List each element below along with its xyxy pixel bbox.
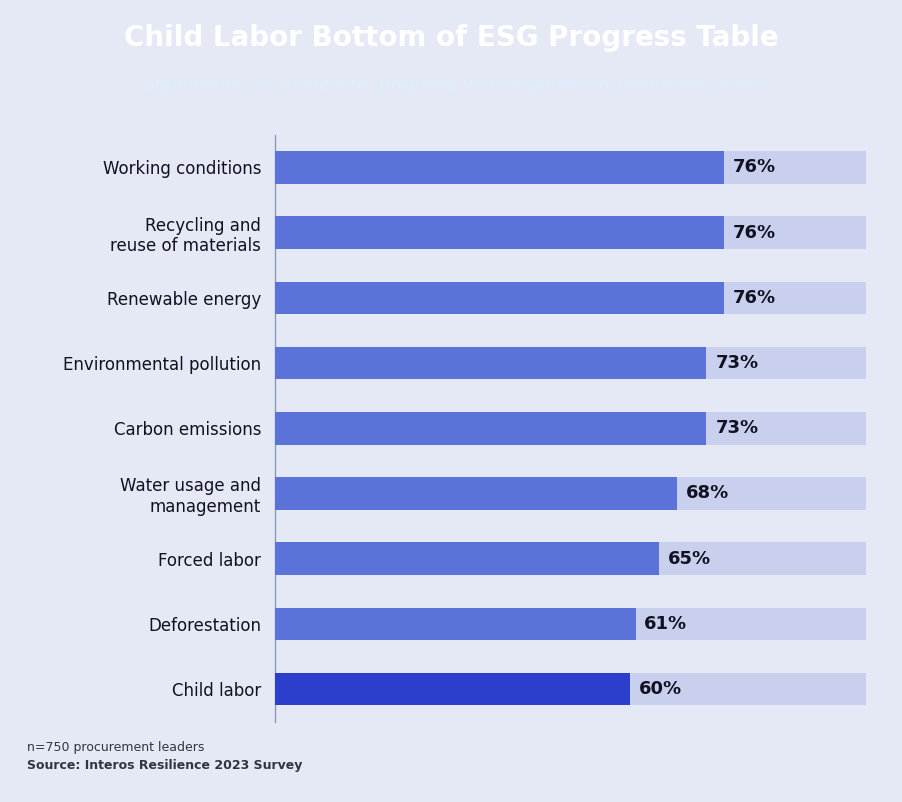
Text: n=750 procurement leaders: n=750 procurement leaders [27, 741, 205, 754]
Text: ‘Significant’ or ‘moderate’ progress with suppliers in past three years: ‘Significant’ or ‘moderate’ progress wit… [138, 76, 764, 95]
Text: 76%: 76% [733, 158, 776, 176]
Bar [275, 477, 866, 510]
Bar [275, 542, 659, 575]
Bar [275, 412, 866, 444]
Bar [275, 412, 706, 444]
Text: 76%: 76% [733, 224, 776, 241]
Text: 65%: 65% [668, 549, 711, 568]
Text: Source: Interos Resilience 2023 Survey: Source: Interos Resilience 2023 Survey [27, 759, 302, 772]
Bar [275, 346, 706, 379]
Bar [275, 151, 724, 184]
Bar [275, 477, 676, 510]
Text: Child Labor Bottom of ESG Progress Table: Child Labor Bottom of ESG Progress Table [124, 24, 778, 52]
Bar [275, 673, 630, 706]
Text: 61%: 61% [644, 615, 687, 633]
Text: 76%: 76% [733, 289, 776, 307]
Text: 73%: 73% [715, 419, 759, 437]
Bar [275, 151, 866, 184]
Bar [275, 217, 866, 249]
Text: 73%: 73% [715, 354, 759, 372]
Bar [275, 282, 866, 314]
Bar [275, 217, 724, 249]
Bar [275, 346, 866, 379]
Text: 68%: 68% [686, 484, 729, 503]
Text: 60%: 60% [639, 680, 682, 699]
Bar [275, 608, 636, 640]
Bar [275, 608, 866, 640]
Bar [275, 282, 724, 314]
Bar [275, 673, 866, 706]
Bar [275, 542, 866, 575]
